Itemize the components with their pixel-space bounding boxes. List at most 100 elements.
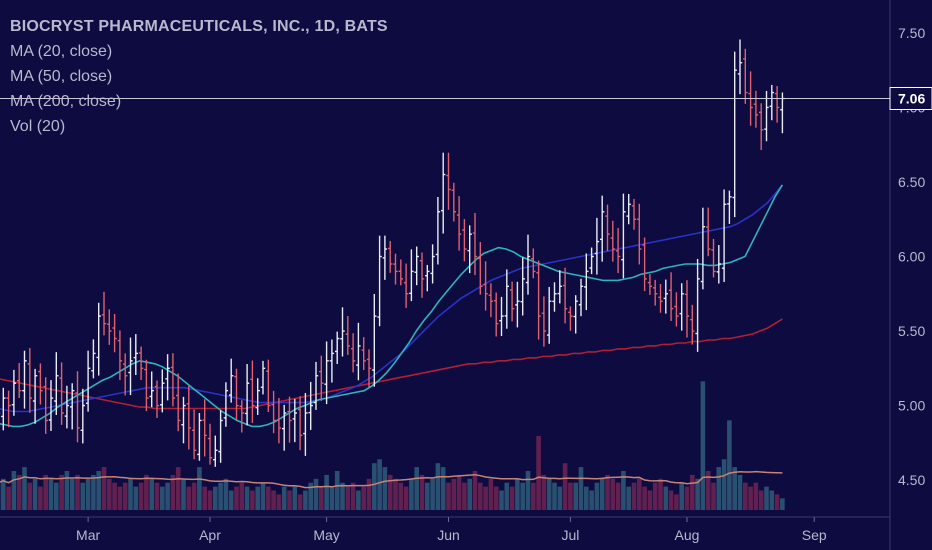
ohlc-bar	[706, 207, 711, 257]
volume-bar	[557, 486, 563, 510]
ohlc-bar	[181, 396, 186, 444]
volume-bar	[525, 471, 531, 510]
volume-ma-series	[0, 470, 783, 489]
ohlc-bar	[101, 291, 107, 336]
volume-bar	[281, 486, 287, 510]
volume-bar	[631, 482, 637, 510]
ohlc-bar	[435, 197, 441, 265]
volume-bar	[732, 467, 737, 510]
ohlc-bar	[536, 260, 541, 340]
volume-bar	[721, 459, 727, 510]
ohlc-bar	[197, 413, 202, 461]
x-tick-label: Sep	[802, 527, 827, 543]
volume-bar	[1, 478, 6, 510]
volume-bar	[271, 490, 276, 510]
volume-bar	[54, 482, 59, 510]
volume-bar	[711, 482, 716, 510]
ohlc-bar	[547, 286, 552, 344]
legend-ma200[interactable]: MA (200, close)	[10, 93, 122, 110]
volume-bar	[753, 482, 759, 510]
volume-bar	[101, 467, 107, 510]
ohlc-bar	[260, 360, 266, 395]
legend-ma20[interactable]: MA (20, close)	[10, 43, 113, 60]
volume-bar	[626, 486, 631, 510]
ohlc-bar	[186, 386, 191, 450]
ohlc-bar	[350, 333, 356, 373]
ohlc-bar	[488, 283, 494, 318]
volume-bar	[59, 474, 64, 510]
volume-bar	[531, 482, 536, 510]
ohlc-bar	[562, 267, 568, 324]
volume-bar	[149, 478, 154, 510]
volume-bar	[652, 482, 658, 510]
volume-bar	[313, 478, 319, 510]
symbol-title[interactable]: BIOCRYST PHARMACEUTICALS, INC., 1D, BATS	[10, 18, 388, 35]
ohlc-bars	[0, 39, 785, 467]
ohlc-bar	[557, 270, 562, 304]
volume-bar	[191, 482, 197, 510]
ohlc-bar	[229, 358, 234, 403]
volume-bar	[96, 471, 101, 510]
ohlc-bar	[727, 190, 732, 224]
volume-bar	[748, 486, 753, 510]
ohlc-bar	[324, 341, 329, 405]
volume-bar	[605, 474, 610, 510]
ohlc-bar	[32, 368, 38, 424]
chart-legend: BIOCRYST PHARMACEUTICALS, INC., 1D, BATS…	[10, 14, 388, 139]
volume-bar	[690, 474, 695, 510]
ohlc-bar	[271, 390, 276, 434]
ohlc-bar	[202, 399, 207, 457]
moving-averages	[0, 184, 784, 428]
ohlc-bar	[223, 382, 229, 427]
volume-bar	[584, 486, 589, 510]
ma50-series	[0, 184, 784, 413]
volume-bar	[117, 486, 123, 510]
volume-bar	[133, 486, 139, 510]
ohlc-bar	[525, 234, 531, 295]
ohlc-bar	[319, 355, 324, 401]
ohlc-bar	[250, 360, 255, 423]
ohlc-bar	[287, 396, 292, 443]
ohlc-bar	[6, 390, 11, 428]
ohlc-bar	[54, 352, 59, 415]
ohlc-bar	[234, 368, 239, 421]
ohlc-bar	[403, 263, 409, 308]
ohlc-bar	[345, 316, 350, 355]
ohlc-bar	[668, 272, 674, 322]
volume-bar	[716, 467, 722, 510]
ohlc-bar	[541, 296, 547, 347]
volume-bar	[403, 486, 409, 510]
volume-bar	[202, 486, 207, 510]
legend-volume[interactable]: Vol (20)	[10, 118, 66, 135]
ohlc-bar	[218, 410, 223, 463]
ohlc-bar	[388, 240, 393, 273]
ohlc-bar	[578, 278, 584, 317]
volume-bar	[234, 486, 239, 510]
volume-bar	[75, 474, 80, 510]
volume-bar	[758, 490, 764, 510]
volume-bar	[22, 467, 27, 510]
ohlc-bar	[716, 245, 721, 284]
volume-bar	[695, 478, 700, 510]
ohlc-bar	[684, 280, 690, 338]
volume-bar	[589, 490, 594, 510]
ohlc-bar	[335, 331, 340, 364]
volume-bar	[122, 482, 128, 510]
ohlc-bar	[128, 337, 133, 396]
ohlc-bar	[409, 249, 414, 302]
volume-bar	[393, 478, 398, 510]
volume-bar	[419, 474, 425, 510]
volume-bar	[483, 486, 488, 510]
x-axis[interactable]: Mar Apr May Jun Jul Aug Sep	[76, 517, 827, 543]
volume-bar	[197, 467, 202, 510]
ohlc-bar	[419, 252, 425, 298]
ohlc-bar	[663, 279, 668, 314]
volume-bar	[250, 490, 255, 510]
ohlc-bar	[467, 225, 472, 274]
legend-ma50[interactable]: MA (50, close)	[10, 68, 113, 85]
ohlc-bar	[600, 195, 605, 262]
ohlc-bar	[679, 283, 684, 331]
x-tick-label: May	[313, 527, 339, 543]
volume-bar	[769, 490, 775, 510]
